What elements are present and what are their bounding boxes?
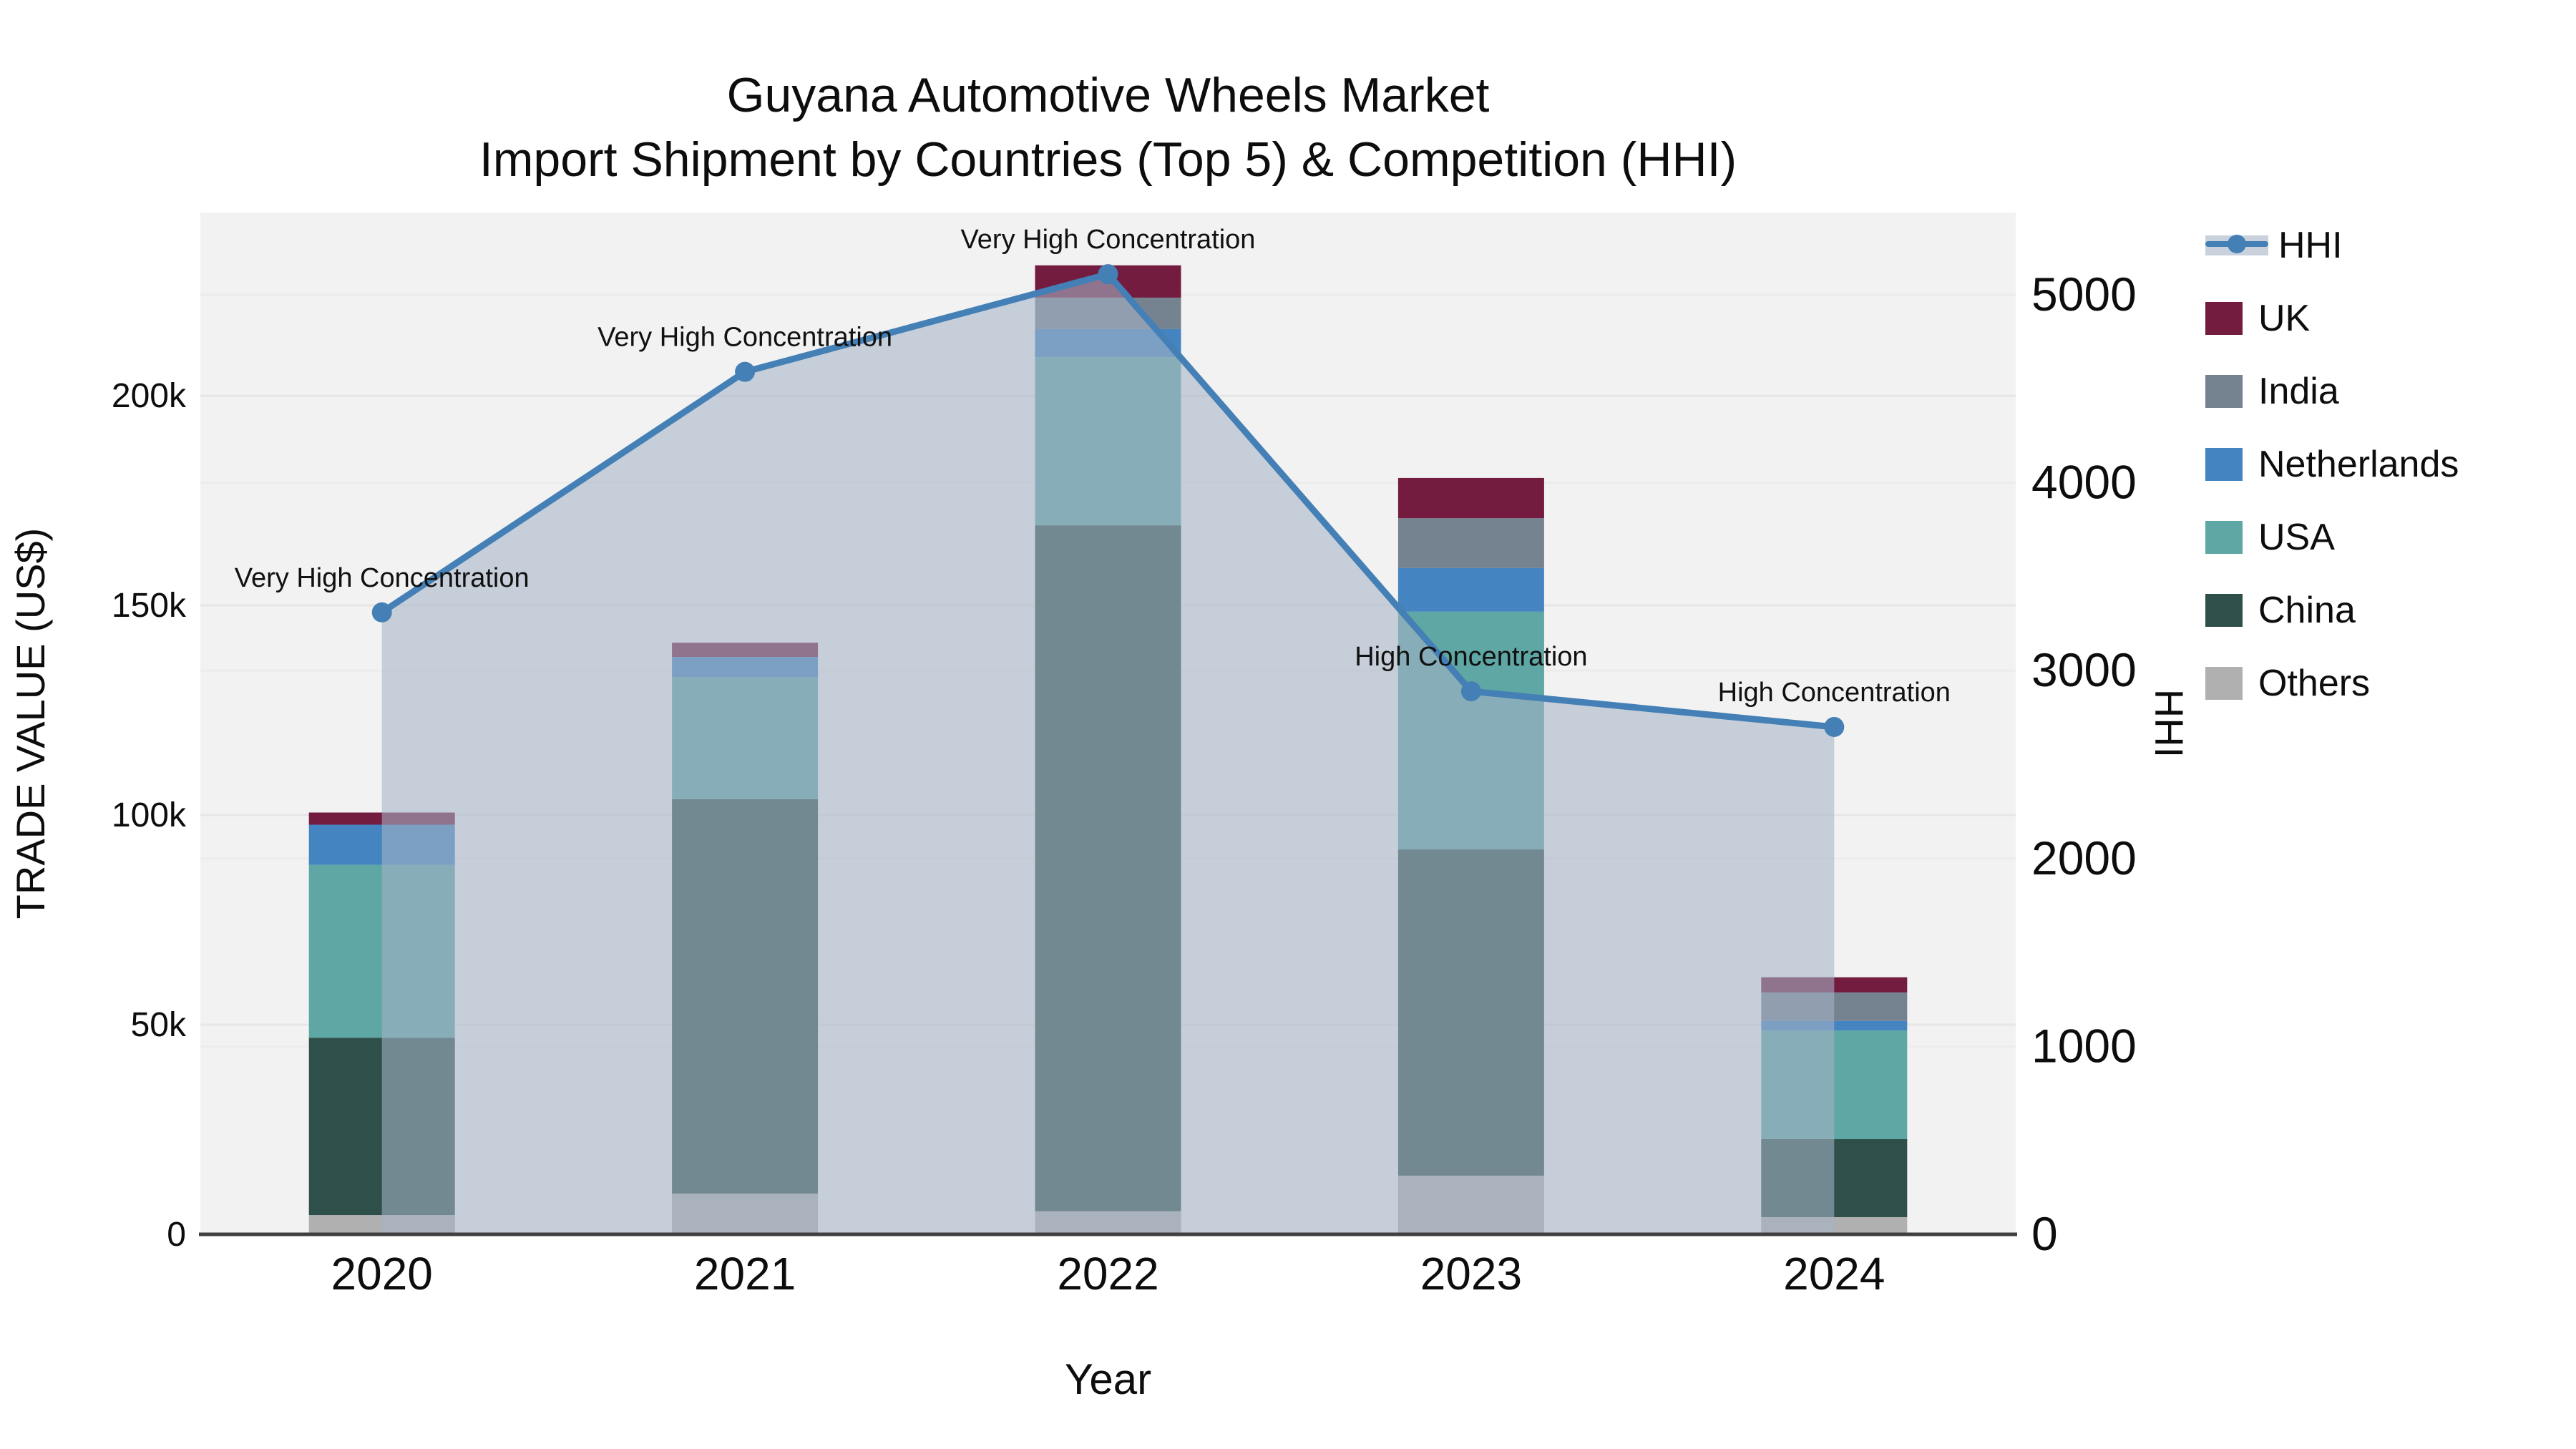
right-tick-label: 2000	[2031, 831, 2137, 884]
legend-item-china[interactable]: China	[2205, 574, 2459, 647]
left-tick-label: 200k	[112, 377, 187, 415]
chart-title-line2: Import Shipment by Countries (Top 5) & C…	[479, 132, 1737, 187]
hhi-marker-2024	[1824, 716, 1845, 737]
chart-title: Guyana Automotive Wheels Market Import S…	[200, 63, 2016, 192]
right-tick-label: 0	[2031, 1207, 2058, 1260]
bar-segment-2023-uk	[1397, 477, 1544, 519]
annotation-2024: High Concentration	[1718, 678, 1951, 708]
legend-label-hhi: HHI	[2278, 225, 2343, 266]
hhi-marker-2022	[1098, 264, 1118, 285]
right-tick-label: 3000	[2031, 643, 2137, 696]
x-axis-title: Year	[1065, 1355, 1151, 1403]
x-tick-label-2022: 2022	[1057, 1248, 1158, 1299]
legend-item-hhi[interactable]: HHI	[2205, 209, 2459, 282]
legend-label-uk: UK	[2258, 298, 2311, 339]
legend-label-others: Others	[2258, 663, 2371, 704]
right-tick-label: 4000	[2031, 456, 2137, 509]
annotation-2020: Very High Concentration	[235, 563, 530, 593]
legend-item-usa[interactable]: USA	[2205, 501, 2459, 574]
legend-item-uk[interactable]: UK	[2205, 282, 2459, 355]
bar-segment-2023-india	[1397, 518, 1544, 568]
hhi-marker-2020	[371, 602, 392, 623]
legend-swatch-netherlands	[2205, 448, 2243, 481]
right-tick-label: 5000	[2031, 268, 2137, 321]
left-tick-label: 0	[167, 1216, 186, 1254]
x-tick-label-2024: 2024	[1783, 1248, 1885, 1299]
annotation-2022: Very High Concentration	[961, 225, 1256, 255]
hhi-line-marker-icon	[2205, 229, 2268, 262]
legend-swatch-usa	[2205, 521, 2243, 554]
legend-item-netherlands[interactable]: Netherlands	[2205, 428, 2459, 501]
left-tick-label: 50k	[131, 1006, 187, 1044]
legend-label-china: China	[2258, 590, 2356, 631]
legend-swatch-india	[2205, 375, 2243, 408]
left-tick-label: 150k	[112, 587, 187, 625]
annotation-2021: Very High Concentration	[597, 323, 892, 353]
right-tick-label: 1000	[2031, 1019, 2137, 1072]
legend-item-others[interactable]: Others	[2205, 647, 2459, 720]
right-axis-title: HHI	[2147, 689, 2192, 758]
hhi-area-fill	[381, 274, 1835, 1235]
legend-swatch-others	[2205, 667, 2243, 700]
annotation-2023: High Concentration	[1355, 642, 1587, 672]
x-tick-label-2023: 2023	[1420, 1248, 1522, 1299]
legend-item-india[interactable]: India	[2205, 355, 2459, 428]
chart-title-line1: Guyana Automotive Wheels Market	[726, 68, 1490, 122]
x-tick-label-2021: 2021	[694, 1248, 796, 1299]
hhi-marker-2021	[735, 361, 756, 382]
legend-label-netherlands: Netherlands	[2258, 444, 2459, 485]
left-tick-label: 100k	[112, 796, 187, 834]
legend-swatch-uk	[2205, 302, 2243, 335]
legend-swatch-china	[2205, 594, 2243, 627]
legend-label-usa: USA	[2258, 517, 2335, 558]
hhi-marker-2023	[1460, 681, 1481, 702]
legend-label-india: India	[2258, 371, 2339, 412]
bar-segment-2023-netherlands	[1397, 567, 1544, 612]
left-axis-title: TRADE VALUE (US$)	[8, 528, 53, 919]
x-tick-label-2020: 2020	[331, 1248, 433, 1299]
legend: HHI UK India Netherlands USA China Others	[2205, 209, 2459, 720]
